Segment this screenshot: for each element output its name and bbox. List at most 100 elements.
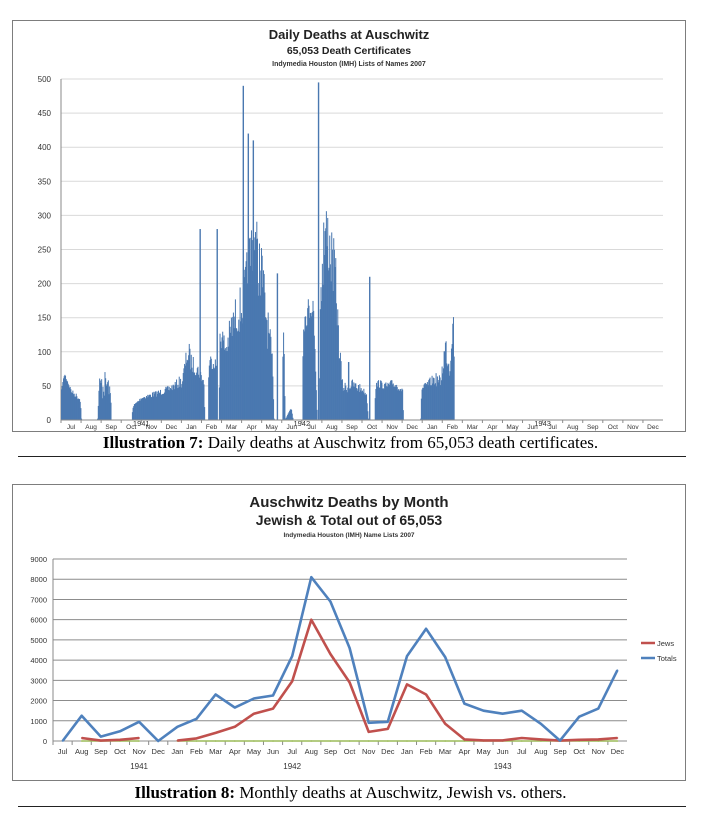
caption-divider-2 <box>18 806 686 807</box>
daily-bar <box>235 327 237 420</box>
daily-bar <box>320 287 322 420</box>
daily-bar <box>289 410 291 420</box>
daily-bar <box>311 316 313 420</box>
daily-bar <box>359 390 362 420</box>
daily-bar <box>108 394 110 420</box>
legend-label-totals: Totals <box>657 654 677 663</box>
data-point-jews <box>482 739 485 742</box>
data-point-other <box>253 740 255 742</box>
data-point-other <box>195 740 198 742</box>
daily-bar <box>339 358 341 420</box>
data-point-jews <box>80 737 83 739</box>
daily-bar <box>190 354 192 420</box>
daily-bar <box>73 393 75 420</box>
daily-bar <box>230 317 232 420</box>
daily-bar <box>163 393 165 420</box>
daily-bar <box>382 388 384 420</box>
daily-bar <box>341 379 343 420</box>
daily-bar <box>160 394 162 420</box>
daily-bar <box>157 390 160 420</box>
daily-bar <box>433 378 435 420</box>
daily-bar <box>68 385 70 420</box>
x-tick-label: Oct <box>367 424 377 431</box>
daily-bar <box>75 393 77 420</box>
daily-bar <box>186 362 188 420</box>
daily-bar <box>105 385 107 420</box>
x-tick-label: Nov <box>146 424 158 431</box>
chart-source: Indymedia Houston (IMH) Name Lists 2007 <box>283 532 414 539</box>
daily-bar <box>400 389 402 420</box>
daily-bar <box>98 390 100 420</box>
daily-bar <box>286 416 288 420</box>
daily-bar <box>384 383 386 420</box>
y-tick-label: 7000 <box>30 595 47 604</box>
daily-bar <box>139 398 141 420</box>
x-tick-label: Dec <box>166 424 178 431</box>
daily-bar <box>137 401 139 420</box>
daily-bar-spike <box>199 229 201 420</box>
daily-bar <box>139 400 141 420</box>
daily-bar <box>135 402 137 420</box>
daily-bar <box>73 394 75 420</box>
daily-bar <box>76 396 78 420</box>
daily-bar <box>132 407 134 420</box>
daily-bar <box>343 390 345 420</box>
data-point-jews <box>272 707 274 710</box>
daily-bar <box>360 388 362 420</box>
daily-bar <box>61 389 63 420</box>
daily-bar <box>305 326 307 420</box>
daily-bar <box>387 382 389 420</box>
x-tick-label: Oct <box>573 747 586 756</box>
data-point-jews <box>387 728 389 730</box>
daily-bar <box>135 402 137 420</box>
daily-bar <box>422 387 424 420</box>
daily-bar <box>432 383 434 420</box>
y-tick-label: 150 <box>38 314 52 323</box>
daily-bar <box>212 368 214 420</box>
daily-bar <box>440 380 442 420</box>
daily-bar <box>172 384 174 420</box>
daily-bar <box>337 309 339 420</box>
daily-bar <box>377 381 379 420</box>
data-point-other <box>616 740 619 742</box>
daily-bar <box>323 222 325 420</box>
data-point-totals <box>616 669 619 672</box>
daily-bar <box>428 378 430 420</box>
daily-bar <box>192 357 194 420</box>
data-point-totals <box>367 722 370 724</box>
daily-bar <box>234 299 236 420</box>
data-point-totals <box>578 715 580 718</box>
daily-bar <box>307 308 309 420</box>
daily-bar <box>220 341 222 420</box>
data-point-jews <box>119 738 121 741</box>
daily-bar <box>381 382 383 420</box>
daily-bar <box>222 340 224 420</box>
daily-bar <box>236 331 238 420</box>
daily-bar <box>246 283 248 420</box>
daily-bar <box>273 418 275 420</box>
daily-bar <box>228 320 230 420</box>
data-point-other <box>214 740 217 742</box>
daily-bar <box>174 382 176 420</box>
data-point-totals <box>406 655 408 657</box>
daily-bar <box>361 391 363 420</box>
daily-bar <box>151 392 153 420</box>
daily-bar <box>147 394 149 420</box>
daily-bar <box>244 266 246 420</box>
daily-bar <box>342 390 344 420</box>
x-tick-label: Apr <box>459 747 471 756</box>
daily-bar <box>99 380 101 420</box>
y-tick-label: 450 <box>38 109 52 118</box>
data-point-totals <box>520 709 523 712</box>
caption-7-label: Illustration 7: <box>102 433 204 452</box>
data-point-totals <box>100 735 102 738</box>
chart-title: Daily Deaths at Auschwitz <box>269 27 430 42</box>
y-tick-label: 350 <box>38 177 52 186</box>
data-point-totals <box>214 693 217 696</box>
daily-bar <box>424 382 426 420</box>
y-tick-label: 5000 <box>30 636 47 645</box>
x-tick-label: Oct <box>344 747 357 756</box>
daily-bar <box>212 364 214 420</box>
daily-bar <box>351 379 353 420</box>
data-point-totals <box>501 712 504 715</box>
